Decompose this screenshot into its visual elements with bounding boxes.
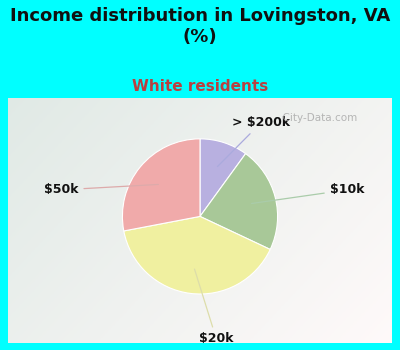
Text: White residents: White residents — [132, 79, 268, 93]
Wedge shape — [122, 139, 200, 231]
Text: $10k: $10k — [252, 183, 364, 203]
Wedge shape — [124, 216, 270, 294]
Wedge shape — [200, 154, 278, 250]
Text: $50k: $50k — [44, 183, 158, 196]
Text: Income distribution in Lovingston, VA
(%): Income distribution in Lovingston, VA (%… — [10, 7, 390, 46]
Text: $20k: $20k — [194, 269, 234, 345]
Text: City-Data.com: City-Data.com — [276, 113, 358, 122]
Text: > $200k: > $200k — [218, 116, 290, 167]
Wedge shape — [200, 139, 246, 216]
